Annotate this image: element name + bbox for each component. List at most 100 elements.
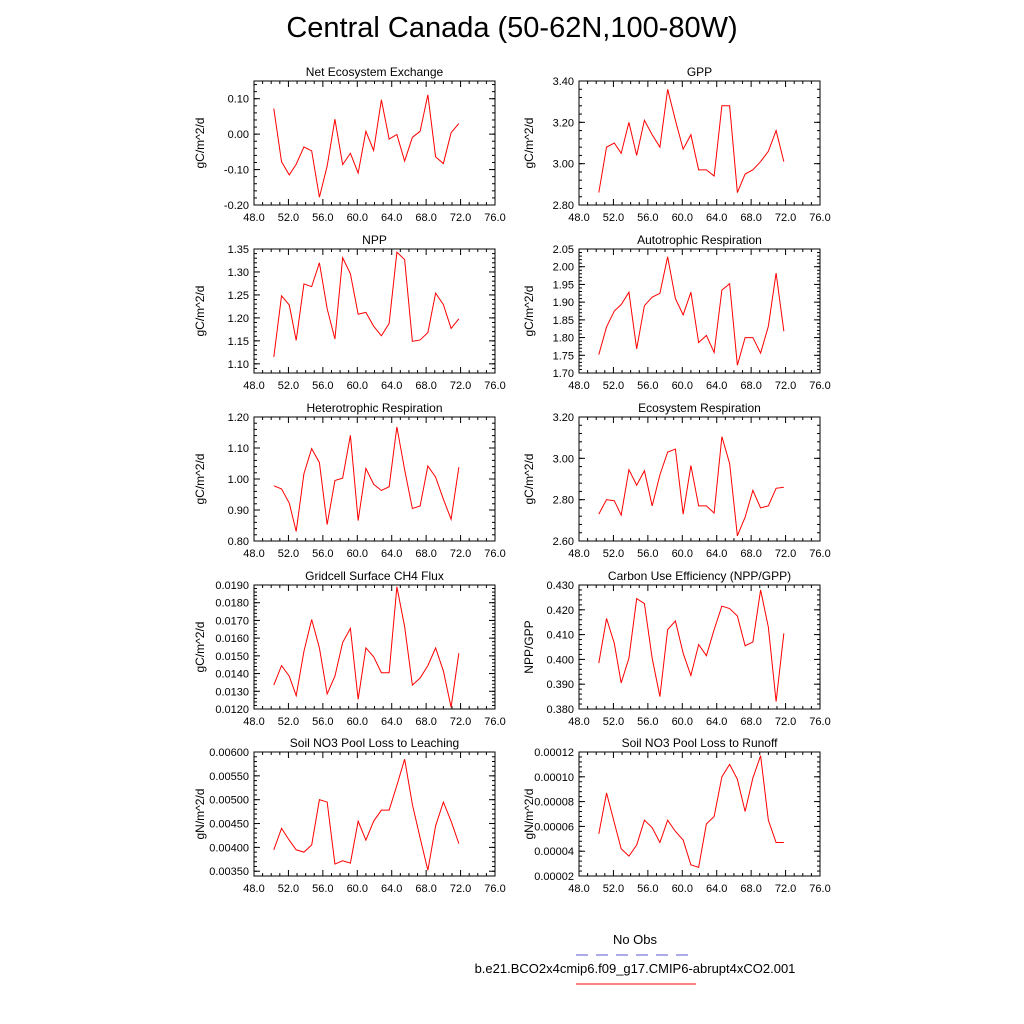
x-tick-label: 68.0 [415,212,436,224]
y-tick-label: 0.00 [228,129,249,141]
series-line-0 [598,589,785,702]
x-tick-label: 60.0 [347,380,368,392]
x-tick-label: 48.0 [243,212,264,224]
panel-2: NPP 48.0 52.0 56.0 60.0 64.0 68.0 72.0 76.0 1.10 1… [193,233,506,392]
plot-frame [578,248,821,374]
y-axis-label: gC/m^2/d [522,118,536,169]
x-tick-label: 60.0 [672,883,693,895]
x-tick-label: 52.0 [603,548,624,560]
y-axis-label: NPP/GPP [522,620,536,673]
x-tick-label: 48.0 [243,716,264,728]
series-line-0 [598,89,785,193]
y-tick-label: 1.30 [228,267,249,279]
panel-title: Heterotrophic Respiration [306,401,442,415]
x-tick-label: 60.0 [347,716,368,728]
plot-frame [578,416,821,542]
x-tick-label: 60.0 [672,716,693,728]
x-tick-label: 52.0 [278,548,299,560]
panel-title: GPP [687,65,712,79]
y-tick-label: 0.0150 [215,651,249,663]
panel-title: Soil NO3 Pool Loss to Leaching [290,736,459,750]
x-tick-label: 76.0 [484,212,505,224]
x-tick-label: 72.0 [450,883,471,895]
x-tick-label: 68.0 [415,883,436,895]
y-tick-label: 1.90 [553,297,574,309]
plot-frame [253,751,496,877]
y-tick-label: 0.390 [546,679,574,691]
x-tick-label: 68.0 [740,380,761,392]
y-tick-label: 0.00500 [209,795,249,807]
y-tick-label: 0.0170 [215,615,249,627]
y-tick-label: 0.0180 [215,598,249,610]
x-tick-label: 76.0 [809,883,830,895]
y-tick-label: 1.15 [228,336,249,348]
x-tick-label: 48.0 [568,883,589,895]
y-tick-label: 1.70 [553,368,574,380]
series-line-0 [598,755,784,868]
x-tick-label: 56.0 [637,883,658,895]
legend-no-obs-line [576,954,696,956]
panel-title: Ecosystem Respiration [638,401,761,415]
y-tick-label: 2.80 [553,495,574,507]
y-tick-label: 2.05 [553,244,574,256]
x-tick-label: 64.0 [706,716,727,728]
x-tick-label: 76.0 [809,548,830,560]
x-tick-label: 60.0 [672,212,693,224]
x-tick-label: 48.0 [568,548,589,560]
x-tick-label: 48.0 [243,548,264,560]
series-line-0 [598,256,785,366]
x-tick-label: 56.0 [312,716,333,728]
x-tick-label: 72.0 [775,716,796,728]
page-title: Central Canada (50-62N,100-80W) [286,12,738,44]
y-axis-label: gC/m^2/d [522,286,536,337]
x-tick-label: 52.0 [603,212,624,224]
plot-frame [578,80,821,206]
y-tick-label: 0.90 [228,505,249,517]
x-tick-label: 52.0 [603,380,624,392]
x-tick-label: 68.0 [740,212,761,224]
y-tick-label: 0.80 [228,536,249,548]
y-tick-label: 0.00550 [209,771,249,783]
y-tick-label: 1.85 [553,315,574,327]
x-tick-label: 64.0 [381,883,402,895]
panel-7: Carbon Use Efficiency (NPP/GPP) 48.0 52.0 5… [522,569,831,728]
x-tick-label: 72.0 [450,380,471,392]
x-tick-label: 64.0 [706,548,727,560]
x-tick-label: 64.0 [381,716,402,728]
x-tick-label: 72.0 [775,380,796,392]
x-tick-label: 76.0 [809,716,830,728]
y-tick-label: 0.00350 [209,866,249,878]
plot-frame [253,584,496,710]
x-tick-label: 76.0 [484,548,505,560]
series-line-0 [273,759,460,871]
panel-title: Gridcell Surface CH4 Flux [305,569,444,583]
x-tick-label: 48.0 [568,380,589,392]
x-tick-label: 68.0 [740,716,761,728]
x-tick-label: 60.0 [347,212,368,224]
x-tick-label: 56.0 [312,548,333,560]
x-tick-label: 60.0 [347,548,368,560]
y-tick-label: 0.400 [546,654,574,666]
x-tick-label: 64.0 [706,380,727,392]
y-tick-label: 1.00 [228,474,249,486]
x-tick-label: 60.0 [347,883,368,895]
panel-3: Autotrophic Respiration 48.0 52.0 56.0 60.0 6… [522,233,831,392]
y-tick-label: 0.0160 [215,633,249,645]
plot-frame [578,751,821,877]
panel-title: NPP [362,233,387,247]
y-tick-label: 1.80 [553,333,574,345]
x-tick-label: 52.0 [603,883,624,895]
x-tick-label: 68.0 [740,883,761,895]
x-tick-label: 68.0 [415,380,436,392]
x-tick-label: 56.0 [637,548,658,560]
x-tick-label: 64.0 [706,212,727,224]
legend-case-label: b.e21.BCO2x4cmip6.f09_g17.CMIP6-abrupt4x… [474,961,796,976]
x-tick-label: 52.0 [603,716,624,728]
plot-frame [253,416,496,542]
x-tick-label: 60.0 [672,380,693,392]
x-tick-label: 60.0 [672,548,693,560]
panel-6: Gridcell Surface CH4 Flux 48.0 52.0 56.0 60.… [193,569,506,728]
y-tick-label: 1.75 [553,350,574,362]
x-tick-label: 52.0 [278,716,299,728]
